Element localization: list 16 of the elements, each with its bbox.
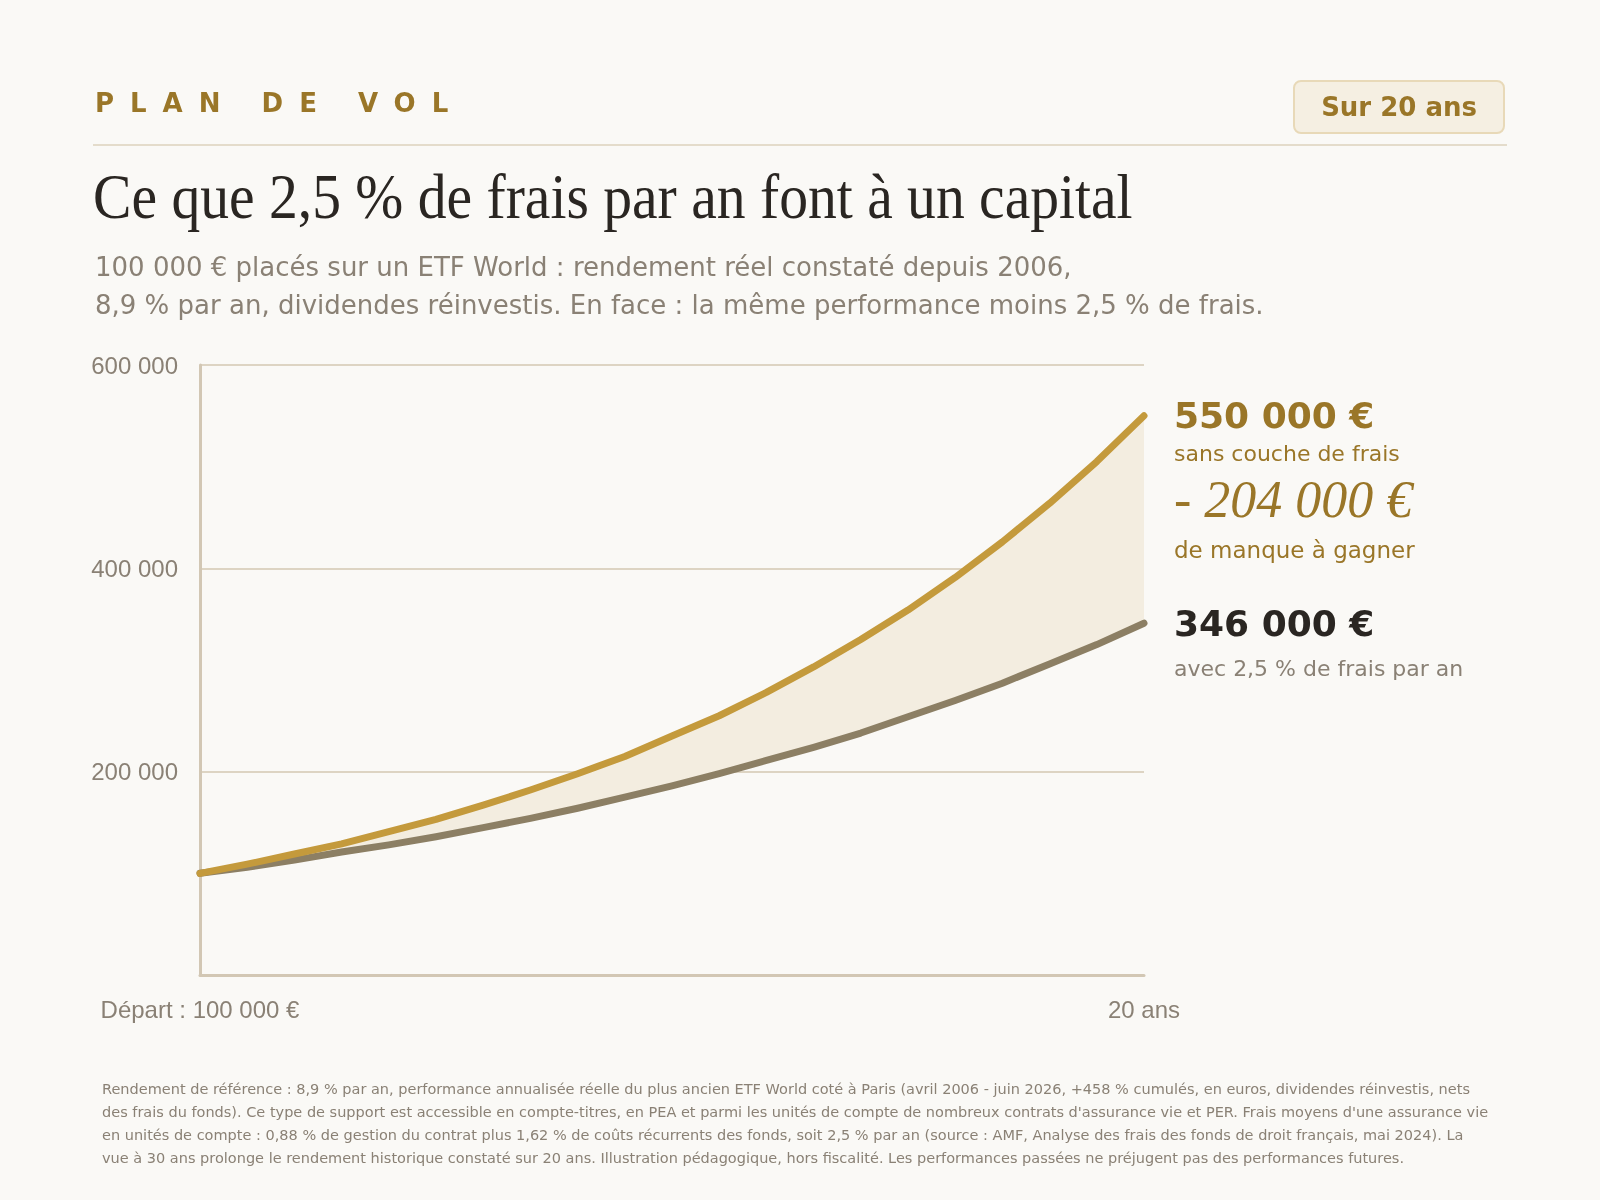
text: Sur 20 ans [1293,80,1505,134]
chart-title: Ce que 2,5 % de frais par an font à un capital [93,160,1133,234]
annotation: 550 000 € [1174,395,1375,437]
y-tick-label: 400 000 [91,554,178,582]
y-tick-label: 600 000 [91,351,178,379]
text: avec 2,5 % de frais par an [1174,656,1464,681]
text: PLAN DE VOL [95,88,465,118]
x-tick-label: Départ : 100 000 € [100,995,301,1023]
annotation: 346 000 € [1174,602,1375,644]
text: de manque à gagner [1174,537,1415,563]
chart-subtitle: 100 000 € placés sur un ETF World : rendement réel constaté depuis 2006, 8,9 % par an, dividendes réinvestis. En face : la même performance moins 2,5 % de frais. [95,251,1264,322]
text: - 204 000 € [1174,470,1413,529]
text: Rendement de référence : 8,9 % par an, performance annualisée réelle du plus ancien ETF World coté à Paris (avril 2006 - juin 2026, +458 % cumulés, en euros, dividendes réinvestis, nets des frais du fonds). Ce type de support est accessible en compte-titres, en PEA et parmi les unités de compte de nombreux contrats d'assurance vie et PER. Frais moyens d'une assurance vie en unités de compte : 0,88 % de gestion du contrat plus 1,62 % de coûts récurrents des fonds, soit 2,5 % par an (source : AMF, Analyse des frais des fonds de droit français, mai 2024). La vue à 30 ans prolonge le rendement historique constaté sur 20 ans. Illustration pédagogique, hors fiscalité. Les performances passées ne préjugent pas des performances futures. [102,1080,1490,1168]
x-tick-label: 20 ans [1107,995,1181,1023]
text: sans couche de frais [1174,441,1400,466]
y-tick-label: 200 000 [91,758,178,786]
